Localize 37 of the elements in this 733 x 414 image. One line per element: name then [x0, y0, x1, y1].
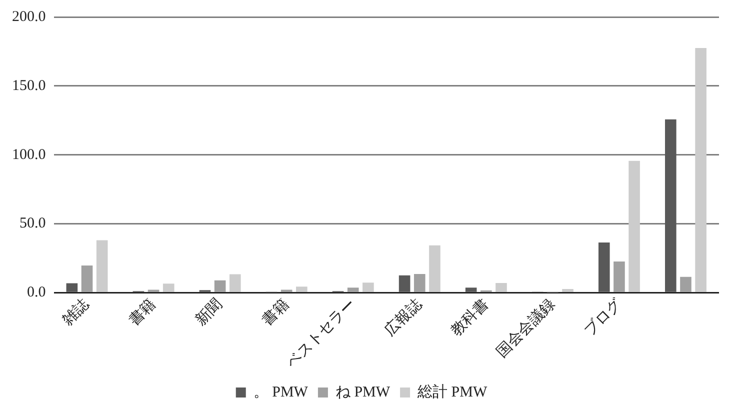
- legend-label: 総計 PMW: [416, 383, 488, 400]
- bar: [296, 286, 308, 292]
- bar: [66, 283, 78, 292]
- bar: [229, 274, 241, 292]
- x-tick-label: 国会会議録: [493, 296, 558, 361]
- x-tick-label: 新聞: [192, 296, 226, 329]
- bar: [214, 280, 226, 292]
- bar: [562, 289, 574, 292]
- y-tick-label: 200.0: [12, 8, 46, 25]
- bar: [162, 284, 174, 292]
- x-tick-label: 書籍: [258, 296, 292, 329]
- bar: [496, 282, 507, 292]
- bar: [695, 48, 706, 292]
- bar: [398, 275, 410, 292]
- bar: [465, 288, 477, 292]
- y-tick-label: 100.0: [12, 146, 46, 163]
- x-tick-label: ブログ: [580, 294, 626, 340]
- bar: [81, 265, 93, 292]
- bar: [414, 274, 426, 292]
- bar: [96, 240, 108, 292]
- legend-label: ね PMW: [335, 384, 391, 400]
- bar: [598, 242, 610, 292]
- bar: [362, 282, 374, 292]
- bar: [347, 288, 359, 292]
- bar: [680, 276, 692, 292]
- bar: [614, 261, 625, 292]
- x-tick-label: 雑誌: [59, 296, 93, 329]
- bar: [628, 160, 640, 292]
- x-tick-label: 書籍: [126, 296, 160, 329]
- y-tick-label: 0.0: [27, 284, 46, 301]
- legend-label: 。 PMW: [253, 384, 309, 400]
- y-tick-label: 50.0: [20, 216, 46, 232]
- bar: [429, 245, 440, 292]
- bar: [665, 119, 676, 292]
- x-tick-label: 広報誌: [381, 296, 426, 340]
- x-tick-label: 教科書: [448, 296, 492, 340]
- y-tick-label: 150.0: [12, 78, 46, 94]
